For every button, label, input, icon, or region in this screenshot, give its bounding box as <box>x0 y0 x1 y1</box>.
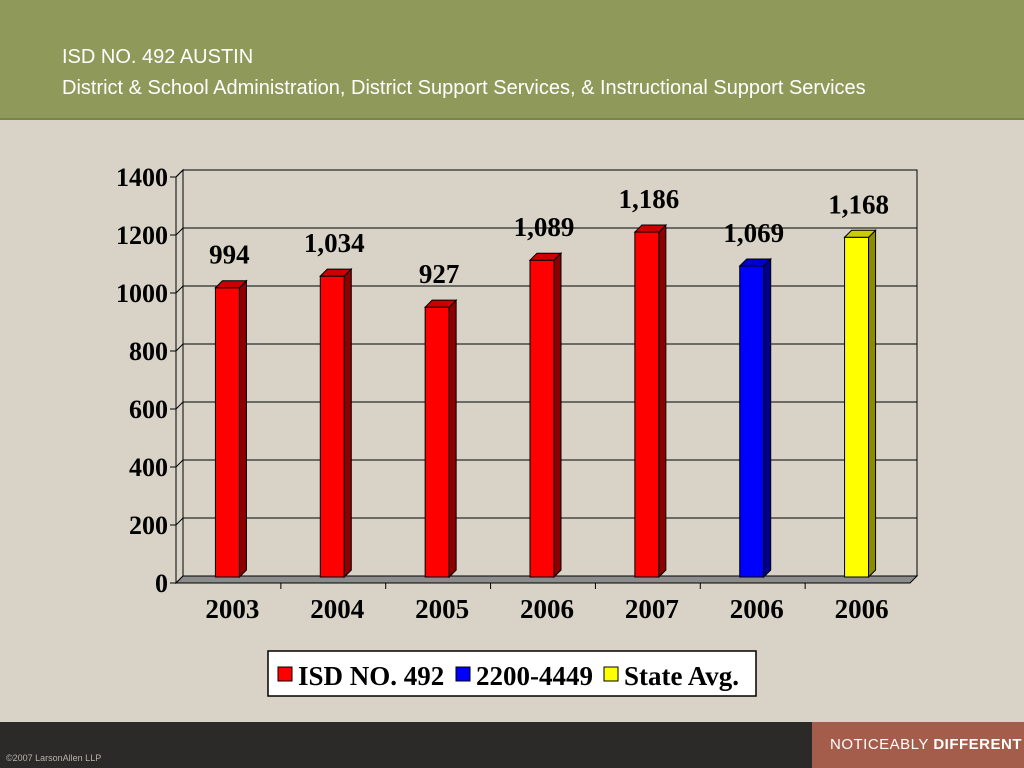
x-tick-label: 2004 <box>310 594 364 624</box>
gridline-side <box>175 227 184 236</box>
gridline-side <box>175 517 184 526</box>
data-label: 1,089 <box>514 212 575 242</box>
data-label: 1,168 <box>828 189 889 219</box>
y-tick-label: 600 <box>129 395 168 424</box>
bar-top <box>319 268 353 277</box>
x-tick-label: 2006 <box>520 594 574 624</box>
x-tick-label: 2007 <box>625 594 679 624</box>
data-label: 994 <box>209 240 250 270</box>
y-tick-label: 0 <box>155 569 168 598</box>
x-tick-label: 2006 <box>730 594 784 624</box>
legend: ISD NO. 492 2200-4449 State Avg. <box>267 650 757 697</box>
bar <box>528 251 563 579</box>
bar-side <box>763 257 772 579</box>
legend-label: 2200-4449 <box>476 661 593 691</box>
bar-side <box>343 267 352 579</box>
bar-front <box>424 306 450 578</box>
legend-swatch <box>603 666 619 682</box>
y-tick-label: 800 <box>129 337 168 366</box>
x-tick-label: 2005 <box>415 594 469 624</box>
y-tick-label: 1000 <box>116 279 168 308</box>
gridline-side <box>175 343 184 352</box>
data-label: 1,186 <box>618 184 679 214</box>
bar-top <box>528 252 563 261</box>
bar-front <box>739 265 765 578</box>
bar-top <box>843 229 877 238</box>
legend-box <box>267 650 757 697</box>
bar-top <box>214 280 248 289</box>
tagline: NOTICEABLY DIFFERENT <box>830 736 1022 753</box>
bar-front <box>634 231 660 578</box>
tagline-part2: DIFFERENT <box>933 736 1022 753</box>
data-label: 1,069 <box>723 218 784 248</box>
gridline-side <box>175 169 184 178</box>
y-tick-label: 1200 <box>116 221 168 250</box>
bar <box>423 298 458 579</box>
gridline-side <box>175 459 184 468</box>
y-tick-label: 200 <box>129 511 168 540</box>
bar <box>633 223 668 579</box>
slide-footer: ©2007 LarsonAllen LLP NOTICEABLY DIFFERE… <box>0 722 1024 768</box>
bar-side <box>658 223 667 579</box>
bar-front <box>214 287 240 578</box>
x-tick-label: 2003 <box>205 594 259 624</box>
bar <box>319 267 353 579</box>
gridline-side <box>175 401 184 410</box>
y-tick-label: 400 <box>129 453 168 482</box>
data-label: 1,034 <box>304 228 365 258</box>
bar-front <box>844 236 870 578</box>
x-tick-label: 2006 <box>835 594 889 624</box>
gridline-side <box>175 285 184 294</box>
y-tick-label: 1400 <box>116 163 168 192</box>
slide-subtitle: District & School Administration, Distri… <box>62 77 866 99</box>
bar-front <box>319 275 345 578</box>
bar-chart: 0 200 400 600 800 1000 1200 1400 994 2003 1,034 200… <box>116 163 919 697</box>
slide-title: ISD NO. 492 AUSTIN <box>62 46 254 68</box>
tagline-part1: NOTICEABLY <box>830 736 934 753</box>
bar-side <box>553 251 562 579</box>
legend-swatch <box>277 666 293 682</box>
bar-top <box>633 224 668 233</box>
bar-side <box>868 229 877 579</box>
bar-side <box>448 298 457 579</box>
legend-label: State Avg. <box>624 661 739 691</box>
bar-top <box>423 299 458 308</box>
bar <box>214 279 248 579</box>
bar-top <box>738 258 772 267</box>
slide-header: ISD NO. 492 AUSTIN District & School Adm… <box>0 0 1024 120</box>
bar-front <box>529 259 555 578</box>
data-label: 927 <box>419 259 460 289</box>
bar-side <box>238 279 247 579</box>
bar <box>843 229 877 579</box>
copyright-text: ©2007 LarsonAllen LLP <box>6 753 102 763</box>
tagline-badge: NOTICEABLY DIFFERENT <box>812 722 1024 768</box>
legend-swatch <box>455 666 471 682</box>
bar <box>738 257 772 579</box>
legend-label: ISD NO. 492 <box>298 661 444 691</box>
